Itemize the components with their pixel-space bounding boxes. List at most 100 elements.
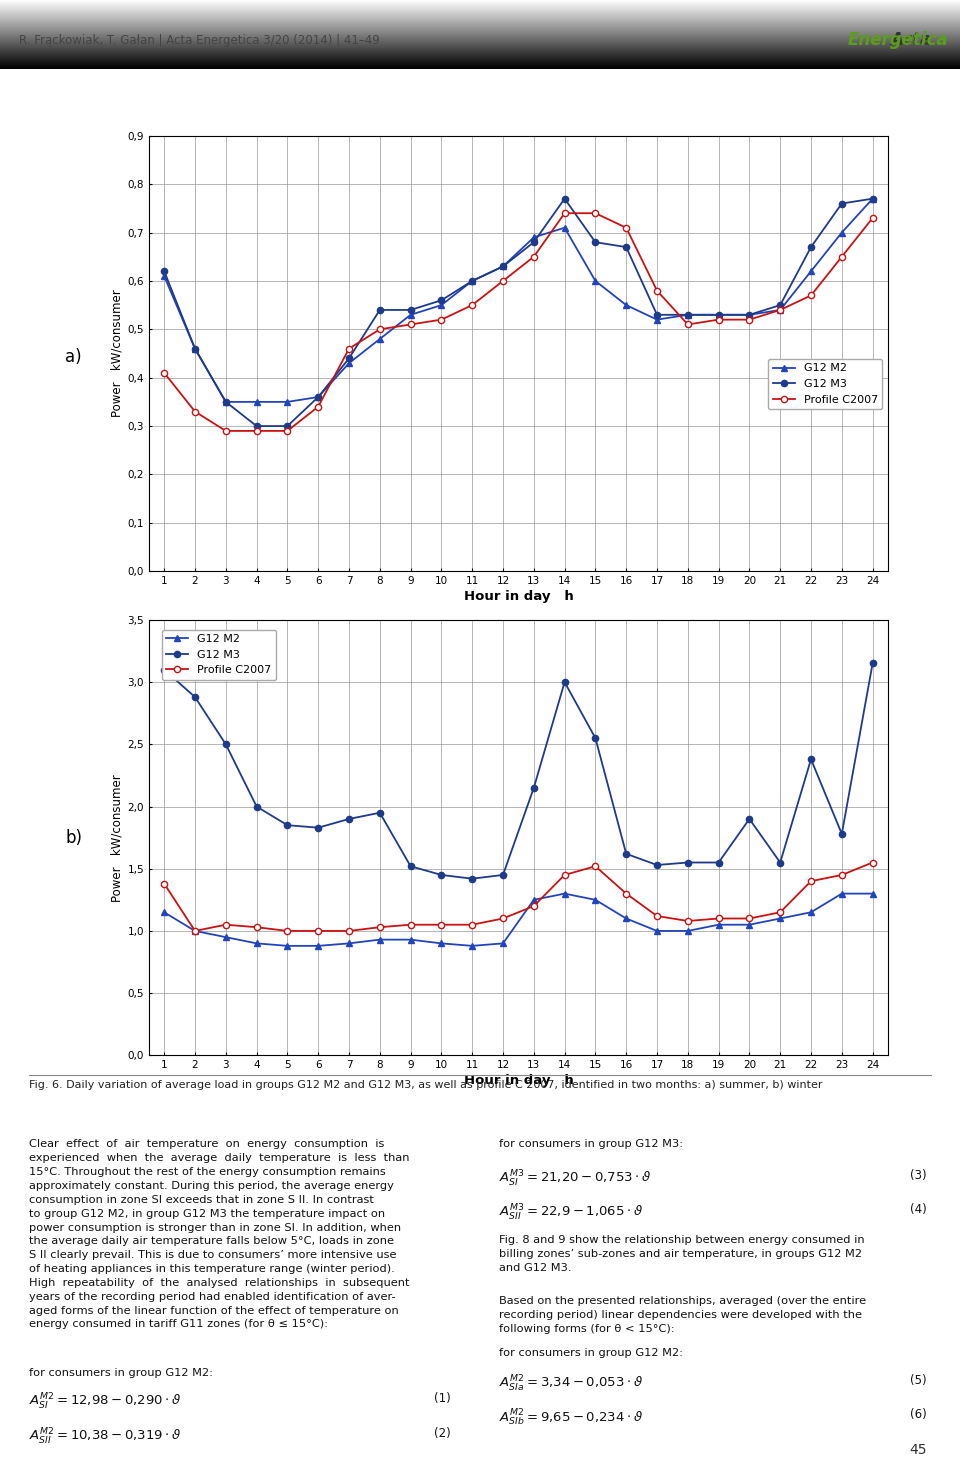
Profile C2007 bbox=[775, 903, 786, 921]
G12 M3 bbox=[497, 258, 509, 276]
G12 M3 bbox=[775, 853, 786, 871]
Text: (1): (1) bbox=[435, 1392, 451, 1405]
Profile C2007 bbox=[589, 204, 601, 221]
Text: R. Frąckowiak, T. Gałan | Acta Energetica 3/20 (2014) | 41–49: R. Frąckowiak, T. Gałan | Acta Energetic… bbox=[19, 34, 380, 47]
Profile C2007 bbox=[405, 915, 417, 934]
G12 M2 bbox=[497, 258, 509, 276]
G12 M3 bbox=[251, 418, 262, 435]
Y-axis label: Power   kW/consumer: Power kW/consumer bbox=[110, 289, 123, 418]
G12 M3 bbox=[682, 853, 693, 871]
Profile C2007 bbox=[559, 204, 570, 221]
Profile C2007 bbox=[158, 365, 170, 382]
X-axis label: Hour in day   h: Hour in day h bbox=[464, 1075, 573, 1088]
Profile C2007 bbox=[775, 301, 786, 319]
Profile C2007 bbox=[805, 286, 817, 304]
G12 M3 bbox=[589, 233, 601, 251]
G12 M3 bbox=[405, 858, 417, 875]
Text: a): a) bbox=[65, 348, 82, 366]
X-axis label: Hour in day   h: Hour in day h bbox=[464, 590, 573, 604]
G12 M3 bbox=[189, 688, 201, 706]
G12 M3 bbox=[312, 819, 324, 837]
G12 M2 bbox=[158, 267, 170, 285]
Profile C2007 bbox=[467, 915, 478, 934]
G12 M2 bbox=[713, 306, 725, 323]
G12 M3 bbox=[281, 816, 293, 834]
G12 M2 bbox=[775, 909, 786, 927]
G12 M3 bbox=[220, 393, 231, 410]
G12 M3 bbox=[805, 750, 817, 768]
Profile C2007 bbox=[867, 210, 878, 227]
G12 M2 bbox=[405, 306, 417, 323]
G12 M2 bbox=[528, 892, 540, 909]
G12 M2 bbox=[836, 224, 848, 242]
G12 M2 bbox=[867, 190, 878, 208]
G12 M3 bbox=[713, 853, 725, 871]
G12 M2 bbox=[497, 934, 509, 952]
G12 M2 bbox=[528, 229, 540, 246]
G12 M2 bbox=[312, 937, 324, 955]
Line: G12 M3: G12 M3 bbox=[161, 660, 876, 881]
G12 M2 bbox=[836, 884, 848, 902]
G12 M3 bbox=[805, 238, 817, 255]
Text: (5): (5) bbox=[910, 1374, 926, 1387]
Profile C2007 bbox=[467, 297, 478, 314]
G12 M2 bbox=[867, 884, 878, 902]
Profile C2007 bbox=[836, 866, 848, 884]
G12 M2 bbox=[620, 909, 632, 927]
G12 M3 bbox=[836, 825, 848, 843]
Text: Based on the presented relationships, averaged (over the entire
recording period: Based on the presented relationships, av… bbox=[499, 1296, 866, 1334]
Profile C2007 bbox=[251, 422, 262, 440]
G12 M3 bbox=[220, 735, 231, 753]
G12 M3 bbox=[528, 233, 540, 251]
G12 M3 bbox=[281, 418, 293, 435]
G12 M2 bbox=[467, 272, 478, 289]
G12 M2 bbox=[344, 934, 355, 952]
G12 M2 bbox=[251, 393, 262, 410]
Profile C2007 bbox=[436, 311, 447, 329]
G12 M2 bbox=[220, 928, 231, 946]
G12 M3 bbox=[467, 869, 478, 887]
G12 M3 bbox=[744, 810, 756, 828]
G12 M3 bbox=[312, 388, 324, 406]
G12 M2 bbox=[744, 306, 756, 323]
Profile C2007 bbox=[344, 922, 355, 940]
Text: $A_{SI}^{M3} = 21{,}20 - 0{,}753 \cdot \vartheta$: $A_{SI}^{M3} = 21{,}20 - 0{,}753 \cdot \… bbox=[499, 1169, 652, 1190]
Line: Profile C2007: Profile C2007 bbox=[161, 859, 876, 934]
G12 M3 bbox=[713, 306, 725, 323]
Text: $A_{SIa}^{M2} = 3{,}34 - 0{,}053 \cdot \vartheta$: $A_{SIa}^{M2} = 3{,}34 - 0{,}053 \cdot \… bbox=[499, 1374, 643, 1395]
G12 M2 bbox=[713, 915, 725, 934]
G12 M2 bbox=[467, 937, 478, 955]
Profile C2007 bbox=[528, 248, 540, 266]
G12 M2 bbox=[651, 922, 662, 940]
G12 M2 bbox=[682, 922, 693, 940]
Text: for consumers in group G12 M2:: for consumers in group G12 M2: bbox=[499, 1348, 684, 1358]
Profile C2007 bbox=[374, 918, 386, 936]
Text: (3): (3) bbox=[910, 1169, 926, 1182]
Profile C2007 bbox=[559, 866, 570, 884]
G12 M2 bbox=[620, 297, 632, 314]
G12 M3 bbox=[867, 655, 878, 673]
Text: b): b) bbox=[65, 830, 83, 847]
Text: Fig. 8 and 9 show the relationship between energy consumed in
billing zones’ sub: Fig. 8 and 9 show the relationship betwe… bbox=[499, 1235, 865, 1274]
G12 M2 bbox=[189, 922, 201, 940]
G12 M2 bbox=[158, 903, 170, 921]
G12 M3 bbox=[620, 238, 632, 255]
G12 M2 bbox=[805, 263, 817, 280]
Profile C2007 bbox=[805, 872, 817, 890]
Text: Fig. 6. Daily variation of average load in groups G12 M2 and G12 M3, as well as : Fig. 6. Daily variation of average load … bbox=[29, 1080, 823, 1091]
G12 M2 bbox=[744, 915, 756, 934]
G12 M3 bbox=[559, 673, 570, 691]
Profile C2007 bbox=[867, 853, 878, 871]
Profile C2007 bbox=[682, 912, 693, 930]
Profile C2007 bbox=[436, 915, 447, 934]
G12 M3 bbox=[436, 866, 447, 884]
Line: G12 M3: G12 M3 bbox=[161, 195, 876, 430]
G12 M2 bbox=[281, 937, 293, 955]
Text: (4): (4) bbox=[910, 1203, 926, 1216]
Profile C2007 bbox=[528, 897, 540, 915]
G12 M3 bbox=[651, 856, 662, 874]
G12 M3 bbox=[589, 729, 601, 747]
G12 M3 bbox=[374, 804, 386, 822]
G12 M3 bbox=[559, 190, 570, 208]
G12 M3 bbox=[158, 263, 170, 280]
